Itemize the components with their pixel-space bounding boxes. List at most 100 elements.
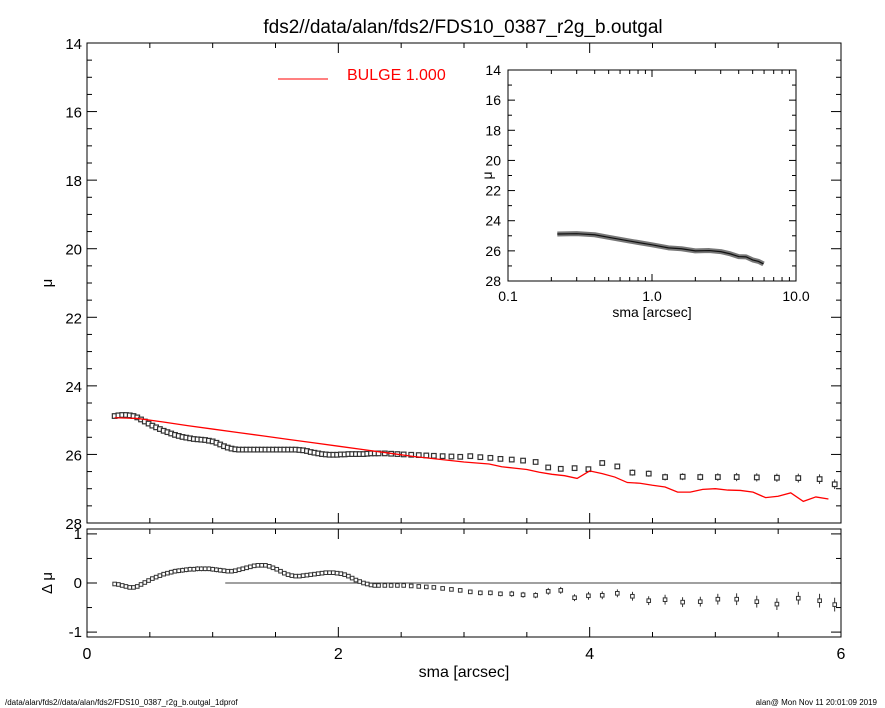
residual-point — [255, 563, 261, 568]
residual-point — [334, 570, 340, 576]
residual-point — [300, 573, 306, 578]
residual-point — [662, 597, 668, 602]
residual-point — [232, 568, 238, 574]
residual-point — [498, 591, 503, 597]
data-point — [816, 476, 823, 483]
residual-point — [150, 576, 155, 581]
inset-x-tick-label: 10.0 — [782, 288, 809, 304]
residual-point — [368, 582, 374, 588]
residual-point — [440, 586, 445, 591]
residual-point — [123, 584, 129, 589]
residual-point — [236, 567, 242, 573]
residual-point — [225, 568, 231, 574]
residual-point — [214, 567, 219, 573]
chart-title: fds2//data/alan/fds2/FDS10_0387_r2g_b.ou… — [263, 17, 662, 38]
residual-point — [146, 578, 151, 583]
residual-point — [183, 567, 189, 573]
data-point — [430, 452, 437, 459]
residual-point — [715, 596, 721, 602]
residual-point — [263, 563, 268, 568]
residual-point — [342, 572, 347, 577]
residual-point — [266, 564, 272, 569]
residual-point — [312, 571, 317, 577]
x-tick-label: 0 — [83, 646, 92, 663]
residual-point — [315, 571, 321, 576]
residual-point — [408, 583, 414, 589]
residual-point — [357, 579, 362, 584]
bulge-model-line — [114, 417, 829, 503]
data-point — [487, 454, 494, 461]
data-point — [733, 474, 740, 480]
residual-point — [680, 599, 685, 605]
residual-point — [349, 575, 355, 581]
residual-point — [244, 565, 249, 571]
data-point — [571, 465, 578, 472]
data-point — [467, 453, 474, 460]
residual-point — [281, 570, 287, 576]
residual-point — [353, 577, 359, 583]
inset-x-axis-label: sma [arcsec] — [612, 304, 691, 320]
residual-point — [488, 590, 493, 596]
inset-y-tick-label: 20 — [485, 152, 501, 168]
residual-point — [240, 566, 246, 572]
inset-plot-frame — [507, 69, 797, 282]
data-point — [774, 474, 780, 481]
residual-point — [323, 570, 329, 575]
residual-point — [127, 585, 133, 590]
y-tick-label: 18 — [65, 173, 82, 190]
residual-y-tick-label: 0 — [74, 575, 82, 592]
residual-point — [229, 568, 234, 574]
residual-point — [416, 584, 422, 589]
residual-point — [424, 584, 429, 590]
residual-point — [388, 583, 394, 588]
residual-point — [293, 573, 298, 579]
x-tick-label: 6 — [837, 646, 846, 663]
residual-point — [119, 583, 125, 588]
residual-point — [586, 593, 591, 599]
residual-point — [832, 602, 838, 607]
residual-point — [376, 583, 381, 588]
residual-point — [372, 583, 378, 588]
residual-point — [431, 585, 437, 590]
residual-y-axis-label: Δ μ — [39, 572, 56, 594]
data-point — [448, 453, 455, 460]
footer-right: alan@ Mon Nov 11 20:01:09 2019 — [755, 698, 877, 707]
inset-y-tick-label: 28 — [485, 273, 501, 289]
legend-label: BULGE 1.000 — [347, 67, 446, 84]
y-tick-label: 16 — [65, 105, 82, 122]
residual-point — [395, 583, 400, 588]
residual-point — [401, 583, 406, 588]
residual-point — [558, 588, 564, 593]
residual-point — [520, 592, 526, 598]
data-point — [662, 474, 668, 480]
data-point — [408, 451, 415, 458]
residual-point — [509, 591, 515, 597]
residual-point — [165, 570, 170, 576]
y-tick-label: 24 — [65, 379, 82, 396]
data-point — [629, 469, 636, 476]
data-point — [831, 481, 838, 488]
residual-point — [754, 599, 760, 604]
x-tick-label: 2 — [334, 646, 343, 663]
residual-point — [478, 590, 483, 596]
residual-point — [172, 568, 178, 574]
residual-point — [210, 566, 215, 572]
residual-point — [134, 584, 140, 589]
residual-point — [221, 568, 227, 574]
residual-point — [599, 592, 605, 598]
data-point — [545, 464, 552, 471]
residual-point — [180, 567, 185, 573]
residual-point — [206, 566, 212, 572]
inset-y-tick-label: 22 — [485, 183, 501, 199]
data-point — [477, 454, 484, 461]
residual-point — [646, 598, 652, 603]
inset-x-tick-label: 1.0 — [642, 288, 662, 304]
residual-point — [248, 564, 253, 570]
residual-point — [364, 581, 370, 587]
residual-point — [630, 593, 635, 599]
residual-point — [274, 566, 280, 572]
inset-y-axis-label: μ — [479, 171, 495, 179]
y-tick-label: 14 — [65, 36, 82, 53]
residual-point — [142, 580, 148, 585]
